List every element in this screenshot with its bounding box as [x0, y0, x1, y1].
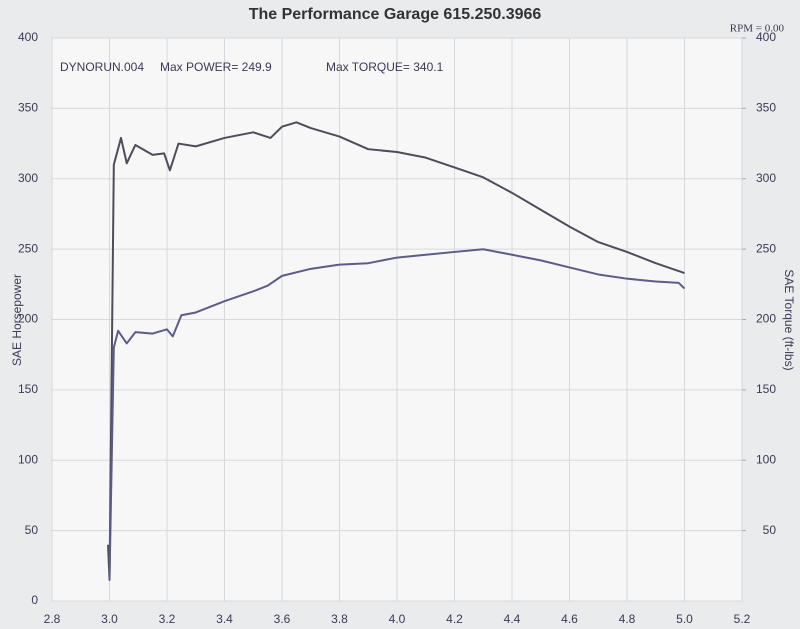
- y2-tick-label: 150: [756, 382, 776, 396]
- y-tick-label: 200: [18, 312, 38, 326]
- y2-tick-label: 400: [756, 30, 776, 44]
- y-tick-label: 350: [18, 101, 38, 115]
- y-tick-label: 300: [18, 171, 38, 185]
- y-axis-label: SAE Horsepower: [10, 274, 24, 366]
- y2-tick-label: 50: [763, 523, 777, 537]
- x-tick-label: 4.8: [619, 612, 636, 626]
- y-tick-label: 50: [25, 523, 39, 537]
- y2-tick-label: 350: [756, 101, 776, 115]
- x-tick-label: 4.6: [561, 612, 578, 626]
- x-tick-label: 3.2: [159, 612, 176, 626]
- x-tick-label: 4.0: [389, 612, 406, 626]
- y2-axis-label: SAE Torque (ft-lbs): [782, 269, 796, 370]
- chart-title: The Performance Garage 615.250.3966: [249, 6, 542, 23]
- y-tick-label: 400: [18, 30, 38, 44]
- annotation: DYNORUN.004: [60, 60, 144, 74]
- x-tick-label: 2.8: [44, 612, 61, 626]
- x-tick-label: 5.0: [676, 612, 693, 626]
- x-tick-label: 5.2: [734, 612, 751, 626]
- y2-tick-label: 100: [756, 452, 776, 466]
- annotation: RPM = 0.00: [730, 23, 785, 35]
- y2-tick-label: 300: [756, 171, 776, 185]
- x-tick-label: 3.4: [216, 612, 233, 626]
- x-tick-label: 3.6: [274, 612, 291, 626]
- x-tick-label: 3.8: [331, 612, 348, 626]
- y2-tick-label: 250: [756, 241, 776, 255]
- y2-tick-label: 200: [756, 312, 776, 326]
- line-series: [107, 121, 685, 581]
- y-tick-label: 100: [18, 452, 38, 466]
- y-tick-label: 0: [31, 593, 38, 607]
- line-series: [108, 248, 686, 580]
- annotation: Max TORQUE= 340.1: [326, 60, 444, 74]
- x-tick-label: 4.4: [504, 612, 521, 626]
- annotation: Max POWER= 249.9: [160, 60, 272, 74]
- x-tick-label: 3.0: [101, 612, 118, 626]
- y-tick-label: 150: [18, 382, 38, 396]
- x-tick-label: 4.2: [446, 612, 463, 626]
- y-tick-label: 250: [18, 241, 38, 255]
